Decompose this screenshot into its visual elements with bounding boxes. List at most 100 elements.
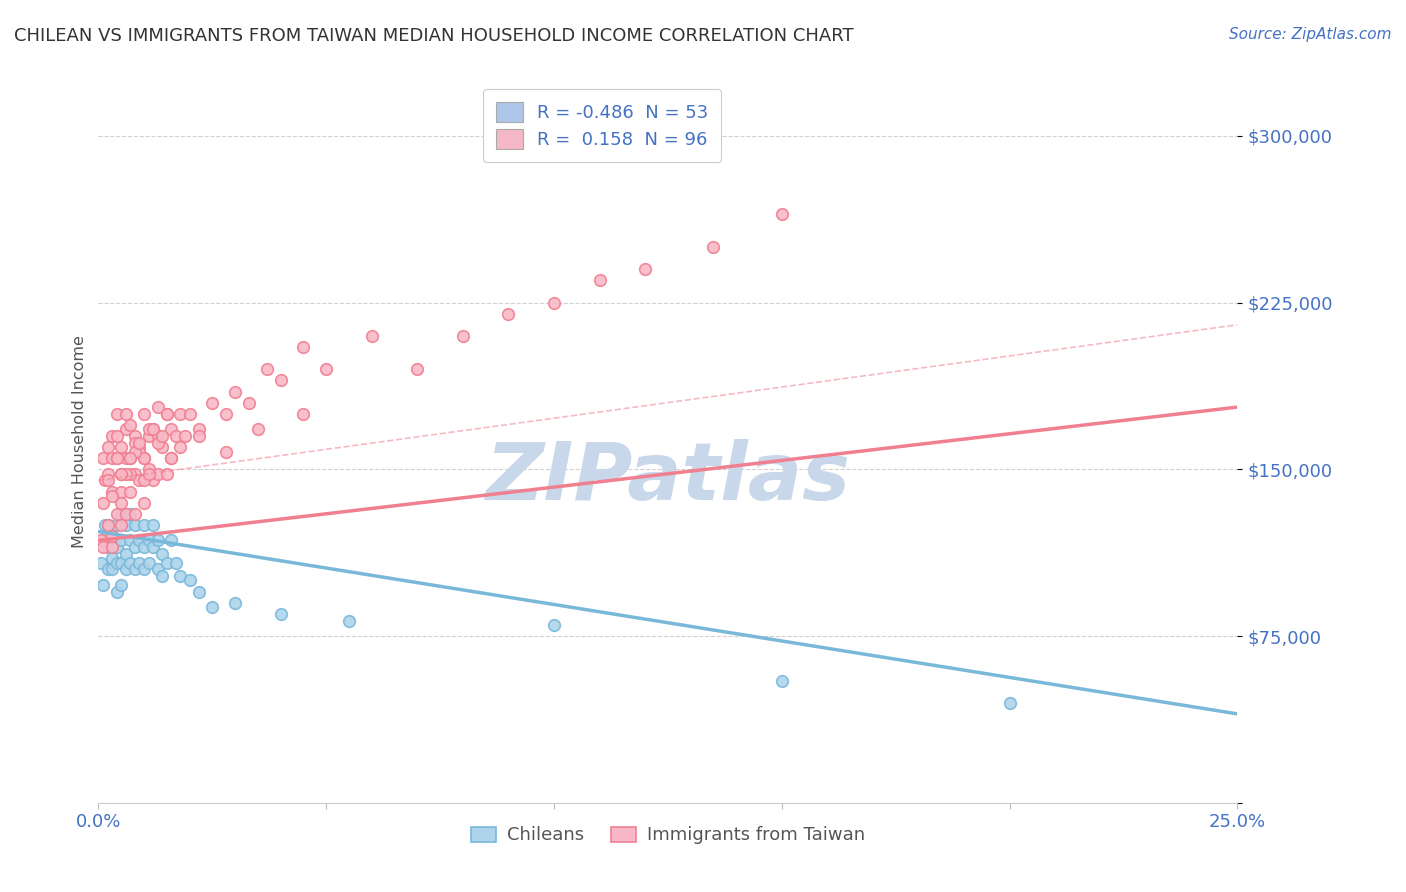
Point <box>246 422 269 436</box>
Point <box>114 407 136 421</box>
Point <box>201 395 224 409</box>
Point <box>110 578 132 592</box>
Point <box>101 551 124 566</box>
Point <box>156 407 179 421</box>
Point <box>543 618 565 632</box>
Point <box>142 474 165 488</box>
Point <box>132 451 155 466</box>
Point <box>120 507 142 521</box>
Point <box>224 384 246 399</box>
Text: Source: ZipAtlas.com: Source: ZipAtlas.com <box>1229 27 1392 42</box>
Point <box>124 517 146 532</box>
Point <box>215 444 238 458</box>
Point <box>110 440 132 454</box>
Point <box>142 422 165 436</box>
Point <box>165 429 187 443</box>
Point <box>105 451 128 466</box>
Point <box>91 533 114 548</box>
Point <box>101 489 124 503</box>
Point <box>128 440 150 454</box>
Point <box>124 467 146 481</box>
Point <box>90 556 112 570</box>
Point <box>96 517 118 532</box>
Point <box>406 362 429 376</box>
Point <box>702 240 724 254</box>
Point <box>110 467 132 481</box>
Point <box>114 507 136 521</box>
Point <box>110 467 132 481</box>
Point <box>998 696 1021 710</box>
Point <box>105 517 128 532</box>
Point <box>150 440 173 454</box>
Point <box>156 407 179 421</box>
Point <box>105 429 128 443</box>
Point <box>138 462 160 476</box>
Point <box>238 395 260 409</box>
Point <box>360 329 382 343</box>
Point <box>128 533 150 548</box>
Text: ZIPatlas: ZIPatlas <box>485 439 851 516</box>
Point <box>96 474 118 488</box>
Point <box>132 474 155 488</box>
Point <box>215 407 238 421</box>
Point <box>96 517 118 532</box>
Y-axis label: Median Household Income: Median Household Income <box>72 335 87 548</box>
Point <box>96 467 118 481</box>
Point <box>187 422 209 436</box>
Point <box>120 556 142 570</box>
Point <box>114 547 136 561</box>
Point <box>150 429 173 443</box>
Point <box>132 517 155 532</box>
Point <box>146 429 169 443</box>
Point <box>142 517 165 532</box>
Point <box>138 533 160 548</box>
Point <box>146 562 169 576</box>
Point <box>160 533 183 548</box>
Legend: Chileans, Immigrants from Taiwan: Chileans, Immigrants from Taiwan <box>464 819 872 852</box>
Point <box>142 422 165 436</box>
Point <box>94 517 117 532</box>
Point <box>138 422 160 436</box>
Point <box>110 556 132 570</box>
Point <box>96 540 118 554</box>
Point <box>201 600 224 615</box>
Point <box>105 407 128 421</box>
Point <box>169 569 191 583</box>
Point <box>124 429 146 443</box>
Point <box>120 451 142 466</box>
Point <box>96 440 118 454</box>
Point <box>187 584 209 599</box>
Point <box>91 496 114 510</box>
Point <box>179 574 201 588</box>
Point <box>120 417 142 432</box>
Point <box>156 467 179 481</box>
Point <box>292 340 315 354</box>
Point <box>114 467 136 481</box>
Point <box>124 540 146 554</box>
Point <box>634 262 657 277</box>
Point <box>132 451 155 466</box>
Point <box>96 562 118 576</box>
Point <box>132 540 155 554</box>
Point <box>105 451 128 466</box>
Point <box>150 547 173 561</box>
Point <box>132 496 155 510</box>
Point <box>105 584 128 599</box>
Point <box>256 362 278 376</box>
Point <box>174 429 197 443</box>
Point <box>588 273 610 287</box>
Point <box>110 484 132 499</box>
Point <box>105 540 128 554</box>
Point <box>105 507 128 521</box>
Point <box>114 517 136 532</box>
Point <box>770 207 793 221</box>
Point <box>146 435 169 450</box>
Point <box>451 329 474 343</box>
Point <box>138 429 160 443</box>
Point <box>498 307 520 321</box>
Point <box>132 407 155 421</box>
Point <box>120 467 142 481</box>
Point <box>146 400 169 414</box>
Point <box>101 562 124 576</box>
Point <box>146 533 169 548</box>
